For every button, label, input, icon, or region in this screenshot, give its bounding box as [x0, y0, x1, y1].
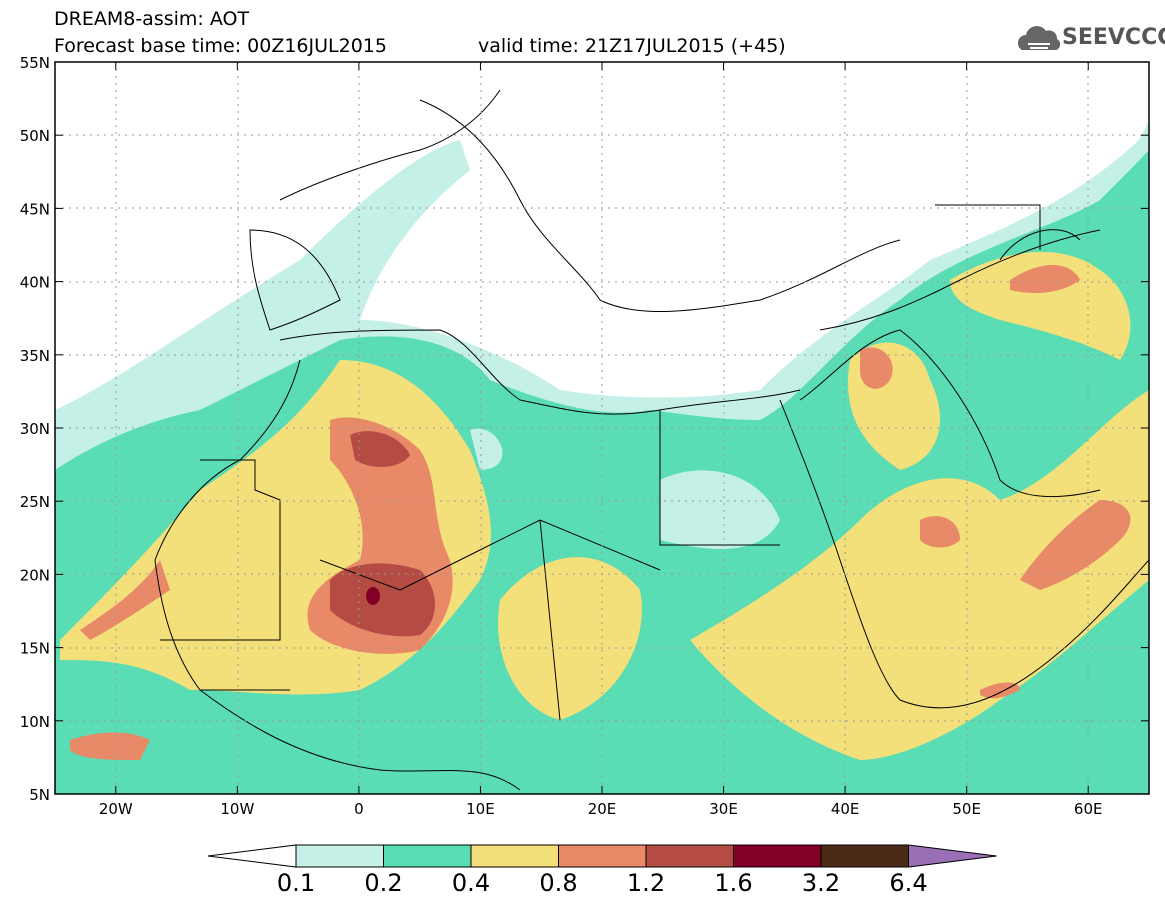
- colorbar-bin: [383, 844, 472, 868]
- colorbar: [207, 844, 997, 868]
- colorbar-label: 6.4: [889, 869, 928, 897]
- colorbar-bin: [733, 844, 822, 868]
- lon-tick-label: 10E: [466, 800, 495, 818]
- colorbar-bin: [558, 844, 647, 868]
- lon-tick-label: 0: [354, 800, 364, 818]
- colorbar-label: 1.6: [714, 869, 753, 897]
- colorbar-bin: [820, 844, 909, 868]
- forecast-base-time: Forecast base time: 00Z16JUL2015: [54, 35, 387, 57]
- lon-tick-label: 30E: [709, 800, 738, 818]
- colorbar-label: 0.8: [539, 869, 578, 897]
- colorbar-bin: [470, 844, 559, 868]
- map-title: DREAM8-assim: AOT: [54, 8, 250, 30]
- colorbar-bin: [295, 844, 384, 868]
- aot-field-1.6: [366, 587, 380, 605]
- aot-field-1.2: [330, 431, 435, 637]
- colorbar-high-arrow: [908, 844, 997, 868]
- latitude-ticks: 55N 50N 45N 40N 35N 30N 25N 20N 15N 10N 5N: [20, 54, 1149, 804]
- colorbar-label: 0.1: [276, 869, 316, 897]
- graticule: [55, 62, 1149, 794]
- lat-tick-label: 55N: [20, 54, 50, 72]
- cloud-icon: [1017, 26, 1061, 50]
- lon-tick-label: 60E: [1074, 800, 1103, 818]
- colorbar-label: 0.4: [451, 869, 491, 897]
- lat-tick-label: 15N: [20, 640, 50, 658]
- colorbar-label: 1.2: [626, 869, 666, 897]
- lon-tick-label: 50E: [952, 800, 981, 818]
- lat-tick-label: 25N: [20, 493, 50, 511]
- lon-tick-label: 40E: [831, 800, 860, 818]
- lat-tick-label: 5N: [29, 786, 50, 804]
- seevccc-logo-text: SEEVCCC: [1062, 25, 1165, 50]
- longitude-ticks: 20W 10W 0 10E 20E 30E 40E 50E 60E: [99, 62, 1103, 818]
- valid-time: valid time: 21Z17JUL2015 (+45): [478, 35, 786, 57]
- lon-tick-label: 20W: [99, 800, 133, 818]
- colorbar-bin: [645, 844, 734, 868]
- lat-tick-label: 10N: [20, 713, 50, 731]
- lat-tick-label: 20N: [20, 566, 50, 584]
- lat-tick-label: 35N: [20, 347, 50, 365]
- lat-tick-label: 45N: [20, 200, 50, 218]
- lon-tick-label: 20E: [588, 800, 617, 818]
- lat-tick-label: 50N: [20, 127, 50, 145]
- lat-tick-label: 30N: [20, 420, 50, 438]
- colorbar-label: 3.2: [801, 869, 841, 897]
- lon-tick-label: 10W: [220, 800, 254, 818]
- colorbar-low-arrow: [207, 844, 297, 868]
- colorbar-label: 0.2: [364, 869, 403, 897]
- lat-tick-label: 40N: [20, 274, 50, 292]
